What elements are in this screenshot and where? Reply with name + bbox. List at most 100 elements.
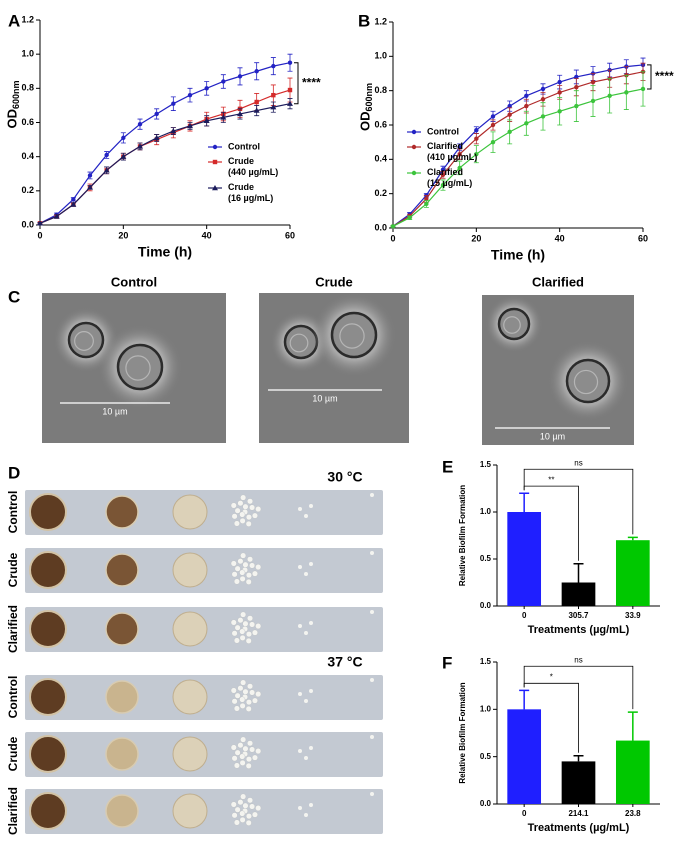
colony bbox=[242, 503, 249, 510]
marker bbox=[71, 197, 76, 202]
colony bbox=[239, 810, 246, 817]
y-tick-label: 1.0 bbox=[480, 704, 492, 713]
colony bbox=[233, 578, 240, 585]
y-tick-label: 0.5 bbox=[480, 752, 492, 761]
colony bbox=[231, 755, 238, 762]
significance-bracket bbox=[523, 468, 634, 535]
legend-label: Control bbox=[228, 141, 260, 151]
colony bbox=[304, 699, 308, 703]
colony bbox=[245, 578, 252, 585]
marker bbox=[87, 173, 93, 178]
marker bbox=[540, 97, 546, 102]
colony bbox=[234, 624, 241, 631]
marker bbox=[524, 103, 529, 109]
bar bbox=[615, 740, 650, 804]
colony bbox=[237, 799, 244, 806]
colony bbox=[240, 611, 247, 618]
colony bbox=[237, 558, 244, 565]
colony bbox=[245, 572, 252, 579]
bar bbox=[561, 582, 596, 606]
legend-marker bbox=[212, 185, 218, 191]
marker bbox=[287, 100, 293, 106]
colony bbox=[239, 634, 246, 641]
marker bbox=[187, 92, 193, 98]
y-tick-label: 1.0 bbox=[21, 49, 34, 59]
x-tick-label: 40 bbox=[202, 230, 212, 240]
x-tick-label: 305.7 bbox=[568, 611, 589, 620]
marker bbox=[574, 85, 579, 90]
legend-label: Clarified (410 µg/mL) bbox=[427, 141, 477, 162]
spot bbox=[29, 610, 67, 648]
y-tick-label: 0.0 bbox=[480, 799, 492, 808]
colony bbox=[245, 705, 252, 712]
colony bbox=[239, 816, 246, 823]
legend-label: Crude (440 µg/mL) bbox=[228, 156, 278, 177]
marker bbox=[220, 114, 227, 120]
colony bbox=[240, 793, 247, 800]
colony bbox=[239, 696, 246, 703]
marker bbox=[287, 60, 293, 65]
panel-label: A bbox=[8, 11, 20, 30]
marker bbox=[574, 103, 579, 109]
legend-label-line: (16 µg/mL) bbox=[228, 193, 273, 203]
x-axis-label: Time (h) bbox=[138, 244, 192, 260]
colony bbox=[298, 749, 302, 753]
colony bbox=[251, 754, 258, 761]
colony bbox=[239, 575, 246, 582]
significance-label: **** bbox=[302, 75, 321, 89]
colony bbox=[309, 504, 313, 508]
colony bbox=[245, 819, 252, 826]
marker bbox=[120, 153, 127, 159]
marker bbox=[607, 93, 612, 99]
row-label: Control bbox=[6, 676, 20, 719]
colony bbox=[249, 504, 256, 511]
marker bbox=[271, 92, 276, 98]
colony bbox=[240, 552, 247, 559]
cell bbox=[330, 311, 378, 359]
colony bbox=[237, 617, 244, 624]
colony bbox=[255, 506, 262, 513]
colony bbox=[245, 514, 252, 521]
marker bbox=[640, 86, 646, 92]
colony bbox=[298, 624, 302, 628]
y-tick-label: 0.4 bbox=[21, 151, 34, 161]
colony bbox=[233, 705, 240, 712]
colony bbox=[370, 551, 374, 555]
marker bbox=[154, 111, 159, 117]
colony bbox=[230, 687, 237, 694]
colony bbox=[255, 691, 262, 698]
marker bbox=[87, 184, 93, 190]
spot bbox=[172, 793, 208, 829]
spot bbox=[29, 735, 67, 773]
y-tick-label: 1.5 bbox=[480, 657, 492, 666]
marker bbox=[474, 151, 479, 157]
colony bbox=[242, 561, 249, 568]
marker bbox=[457, 145, 462, 150]
series-line bbox=[392, 71, 644, 227]
colony bbox=[247, 797, 254, 804]
spot bbox=[105, 553, 139, 587]
temperature-title: 37 °C bbox=[327, 654, 362, 670]
colony bbox=[304, 756, 308, 760]
colony bbox=[234, 806, 241, 813]
colony bbox=[247, 683, 254, 690]
error-bar bbox=[519, 689, 530, 710]
legend-label-line: Crude bbox=[228, 156, 254, 166]
colony bbox=[245, 520, 252, 527]
y-axis-label: OD600nm bbox=[4, 80, 21, 128]
temperature-title: 30 °C bbox=[327, 469, 362, 485]
legend-label-line: Clarified bbox=[427, 167, 463, 177]
significance-label: **** bbox=[655, 69, 674, 83]
marker bbox=[104, 152, 109, 158]
colony bbox=[233, 637, 240, 644]
image-title: Crude bbox=[315, 274, 353, 289]
colony bbox=[309, 562, 313, 566]
colony bbox=[304, 813, 308, 817]
y-tick-label: 0.2 bbox=[21, 185, 34, 195]
bar bbox=[507, 512, 542, 606]
row-label: Clarified bbox=[6, 787, 20, 835]
marker bbox=[507, 103, 512, 109]
significance-label: ns bbox=[574, 655, 582, 664]
colony bbox=[230, 619, 237, 626]
